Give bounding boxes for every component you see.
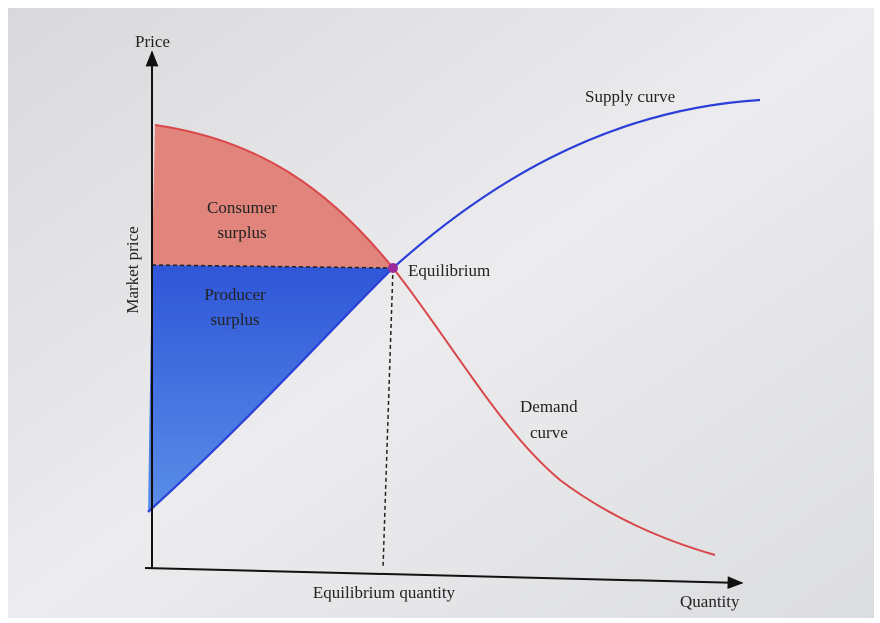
supply-label: Supply curve [585,87,675,106]
equilibrium-point [388,263,398,273]
consumer-surplus-label: Consumer [207,198,277,217]
y-side-label: Market price [123,226,142,313]
x-axis-label: Quantity [680,592,740,611]
quantity-guide [382,267,394,569]
x-marker-label: Equilibrium quantity [313,583,456,602]
y-axis-label: Price [135,32,170,51]
demand-label: Demand [520,397,578,416]
price-guide [151,264,394,269]
producer-surplus-label: surplus [210,310,259,329]
equilibrium-label: Equilibrium [408,261,490,280]
consumer-surplus-label: surplus [217,223,266,242]
consumer-surplus-area [152,125,393,268]
x-axis [144,567,744,590]
demand-label: curve [530,423,568,442]
demand-curve [154,124,716,556]
producer-surplus-area [148,265,393,512]
producer-surplus-label: Producer [204,285,266,304]
